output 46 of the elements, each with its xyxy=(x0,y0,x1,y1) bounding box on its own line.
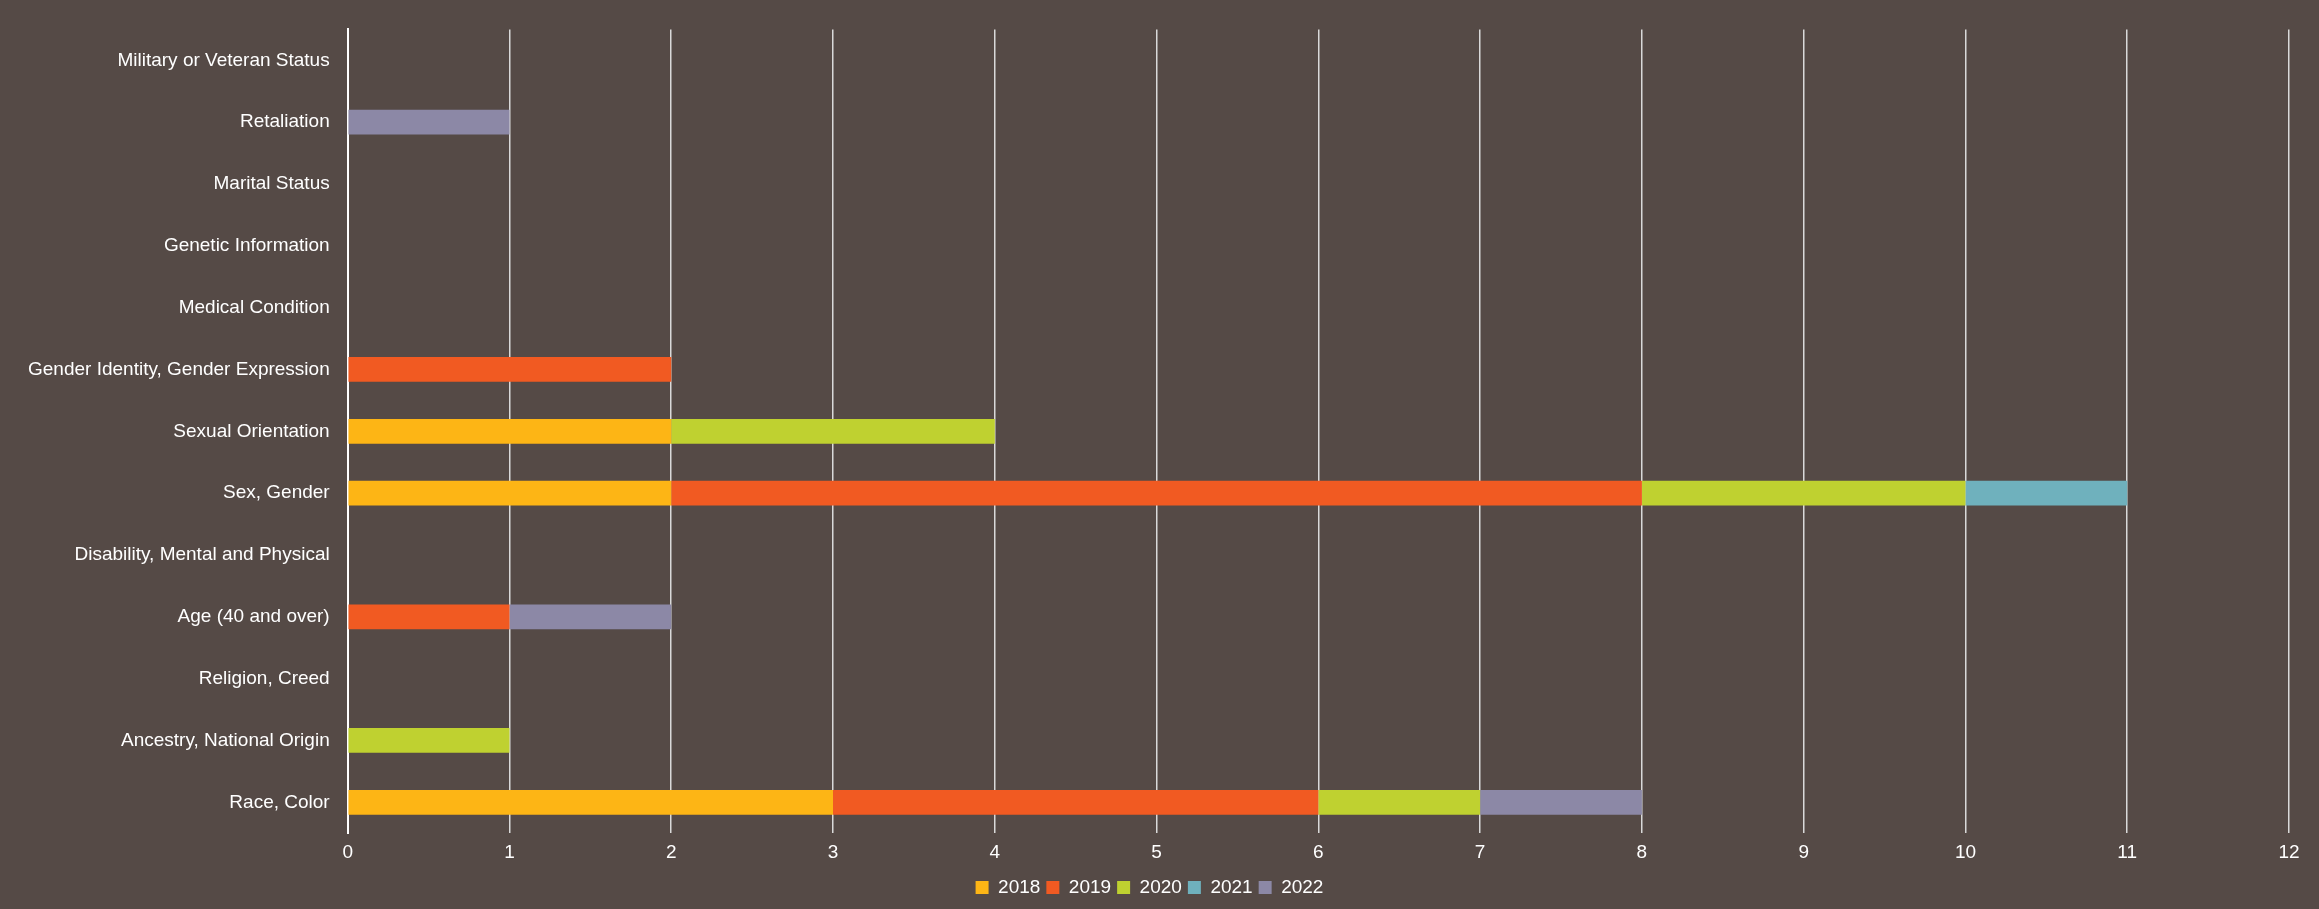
x-tick-label: 10 xyxy=(1954,840,1977,862)
bar xyxy=(348,109,510,135)
y-tick-label: Age (40 and over) xyxy=(177,605,330,627)
bar xyxy=(1318,789,1481,815)
y-tick-label: Genetic Information xyxy=(163,234,330,256)
y-tick-label: Race, Color xyxy=(229,790,331,812)
y-tick-label: Religion, Creed xyxy=(198,666,330,688)
x-tick-label: 4 xyxy=(989,840,1001,862)
y-tick-label: Disability, Mental and Physical xyxy=(74,543,330,565)
y-tick-label: Marital Status xyxy=(213,172,330,194)
x-tick-label: 8 xyxy=(1636,840,1648,862)
x-tick-label: 6 xyxy=(1313,840,1324,862)
x-tick-label: 2 xyxy=(665,840,677,862)
bar xyxy=(671,480,1642,506)
bar xyxy=(671,418,995,444)
x-tick-label: 5 xyxy=(1151,840,1162,862)
bar xyxy=(833,789,1319,815)
x-tick-label: 7 xyxy=(1474,840,1486,862)
legend-label: 2021 xyxy=(1210,875,1253,897)
bar xyxy=(1965,480,2128,506)
y-tick-label: Sex, Gender xyxy=(223,481,331,503)
bar xyxy=(348,418,672,444)
bar xyxy=(1641,480,1966,506)
bar xyxy=(509,604,672,630)
legend-label: 2022 xyxy=(1281,875,1324,897)
x-tick-label: 1 xyxy=(504,840,515,862)
y-tick-label: Gender Identity, Gender Expression xyxy=(28,357,330,379)
y-tick-label: Medical Condition xyxy=(178,295,330,317)
legend-label: 2020 xyxy=(1139,875,1182,897)
x-tick-label: 9 xyxy=(1798,840,1809,862)
legend-label: 2018 xyxy=(998,875,1041,897)
x-tick-label: 0 xyxy=(342,840,353,862)
bar xyxy=(348,357,672,382)
x-tick-label: 3 xyxy=(827,840,839,862)
bar xyxy=(348,480,672,506)
y-tick-label: Military or Veteran Status xyxy=(117,48,330,70)
y-tick-label: Sexual Orientation xyxy=(173,419,330,441)
x-tick-label: 12 xyxy=(2278,840,2300,862)
bar xyxy=(348,728,510,753)
y-tick-label: Ancestry, National Origin xyxy=(120,728,330,750)
bar xyxy=(348,789,834,815)
y-tick-label: Retaliation xyxy=(239,110,330,132)
bar xyxy=(348,604,510,630)
legend-label: 2019 xyxy=(1068,875,1112,897)
x-tick-label: 11 xyxy=(2117,840,2138,862)
bar xyxy=(1480,789,1642,815)
